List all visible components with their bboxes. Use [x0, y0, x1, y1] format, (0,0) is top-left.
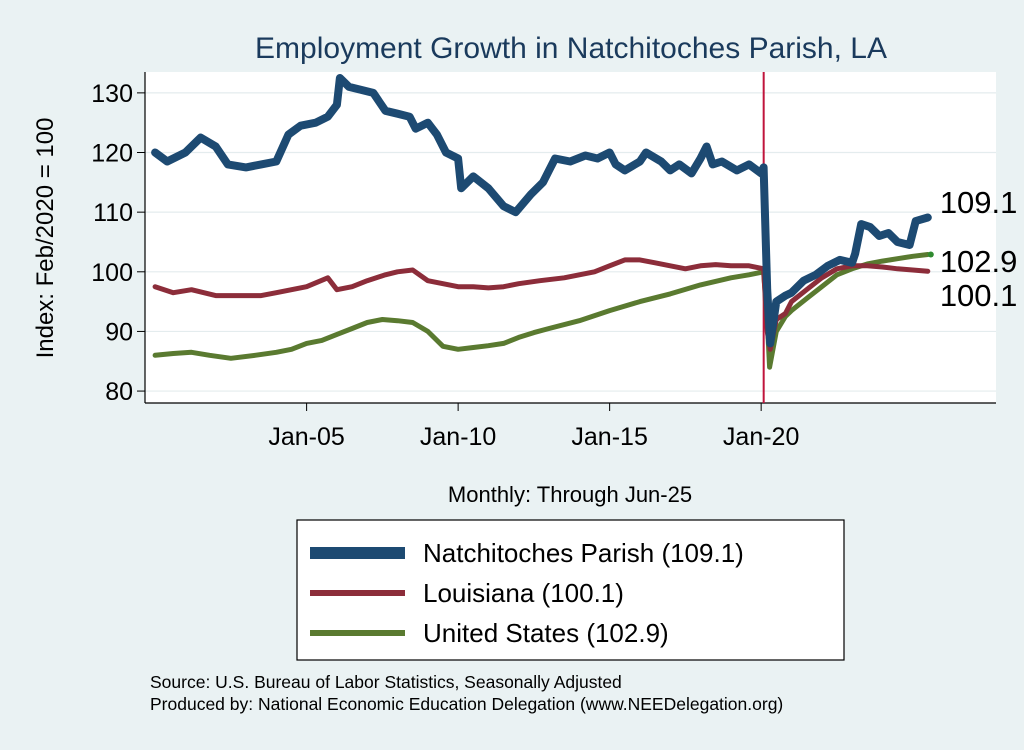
x-tick-label: Jan-15 — [571, 423, 647, 451]
source-note: Source: U.S. Bureau of Labor Statistics,… — [150, 672, 622, 692]
legend-label: Natchitoches Parish (109.1) — [423, 538, 744, 568]
y-tick-label: 120 — [91, 140, 133, 168]
grid-lines — [145, 92, 996, 392]
series-line — [152, 252, 931, 370]
producer-note: Produced by: National Economic Education… — [150, 694, 783, 714]
x-axis-title: Monthly: Through Jun-25 — [448, 482, 692, 507]
legend-label: United States (102.9) — [423, 618, 669, 648]
end-label: 100.1 — [940, 278, 1018, 313]
legend-label: Louisiana (100.1) — [423, 578, 624, 608]
end-label: 102.9 — [940, 244, 1018, 279]
end-point — [927, 251, 934, 258]
chart-title: Employment Growth in Natchitoches Parish… — [255, 32, 887, 65]
series-line — [151, 74, 932, 348]
y-tick-label: 100 — [91, 259, 133, 287]
y-axis-title: Index: Feb/2020 = 100 — [32, 118, 59, 359]
series-lines — [151, 72, 932, 403]
y-tick-label: 110 — [93, 199, 133, 227]
axes: 80 90 100 110 120 130 Jan-05 Jan-10 Jan-15 Jan-20 — [91, 72, 996, 451]
x-tick-label: Jan-05 — [268, 423, 344, 451]
legend: Natchitoches Parish (109.1) Louisiana (10… — [296, 519, 845, 661]
end-label: 109.1 — [940, 185, 1018, 220]
x-tick-label: Jan-10 — [420, 423, 496, 451]
x-tick-label: Jan-20 — [723, 423, 799, 451]
y-tick-label: 130 — [91, 80, 133, 108]
y-tick-label: 80 — [105, 378, 133, 406]
y-tick-label: 90 — [105, 318, 133, 346]
series-line — [152, 257, 931, 352]
